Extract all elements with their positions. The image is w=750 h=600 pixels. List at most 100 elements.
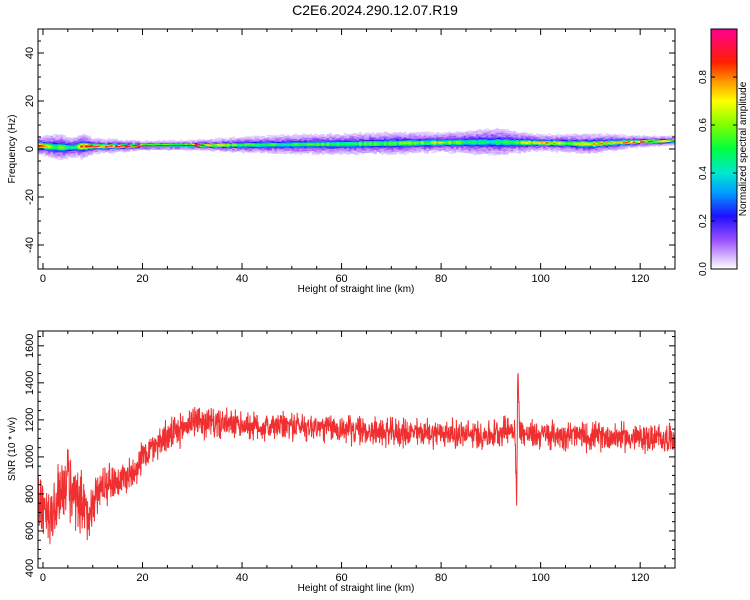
heatmap-cell xyxy=(87,142,91,145)
heatmap-cell xyxy=(530,135,534,138)
heatmap-cell xyxy=(630,138,634,140)
heatmap-cell xyxy=(483,147,487,150)
heatmap-cell xyxy=(311,148,315,150)
heatmap-cell xyxy=(463,138,467,140)
heatmap-cell xyxy=(597,149,601,151)
heatmap-cell xyxy=(555,136,559,139)
heatmap-cell xyxy=(354,138,357,140)
heatmap-cell xyxy=(159,147,163,149)
heatmap-cell xyxy=(560,135,564,138)
heatmap-cell xyxy=(605,134,609,137)
heatmap-cell xyxy=(50,140,54,143)
heatmap-cell xyxy=(376,137,380,139)
heatmap-cell xyxy=(276,151,280,153)
heatmap-cell xyxy=(117,149,121,151)
heatmap-cell xyxy=(192,144,196,147)
heatmap-cell xyxy=(100,140,104,142)
heatmap-cell xyxy=(428,142,432,144)
heatmap-cell xyxy=(465,142,469,144)
heatmap-cell xyxy=(50,141,54,144)
heatmap-cell xyxy=(85,136,89,139)
heatmap-cell xyxy=(289,139,293,142)
heatmap-cell xyxy=(461,137,464,140)
heatmap-cell xyxy=(523,141,527,144)
heatmap-cell xyxy=(40,137,44,139)
heatmap-cell xyxy=(378,136,382,138)
heatmap-cell xyxy=(92,151,96,154)
heatmap-cell xyxy=(642,137,646,139)
heatmap-cell xyxy=(607,137,611,140)
heatmap-cell xyxy=(622,134,626,137)
heatmap-cell xyxy=(448,131,452,134)
heatmap-cell xyxy=(184,149,188,151)
heatmap-cell xyxy=(406,149,410,152)
heatmap-cell xyxy=(339,139,342,141)
heatmap-cell xyxy=(396,134,400,137)
heatmap-cell xyxy=(500,150,504,153)
heatmap-cell xyxy=(386,133,390,136)
heatmap-cell xyxy=(426,145,430,148)
heatmap-cell xyxy=(558,144,561,146)
heatmap-cell xyxy=(458,144,462,147)
heatmap-cell xyxy=(428,143,432,145)
heatmap-cell xyxy=(321,134,325,136)
heatmap-cell xyxy=(249,137,253,140)
heatmap-cell xyxy=(510,140,514,143)
heatmap-cell xyxy=(600,133,604,135)
heatmap-cell xyxy=(520,136,524,138)
heatmap-cell xyxy=(398,147,402,150)
heatmap-cell xyxy=(45,143,49,145)
heatmap-cell xyxy=(650,140,654,143)
heatmap-cell xyxy=(40,144,44,147)
heatmap-cell xyxy=(125,145,128,148)
heatmap-cell xyxy=(334,134,337,136)
heatmap-cell xyxy=(475,146,479,149)
heatmap-cell xyxy=(354,136,357,139)
heatmap-cell xyxy=(329,134,333,136)
heatmap-cell xyxy=(167,142,171,144)
heatmap-cell xyxy=(470,141,474,144)
heatmap-cell xyxy=(207,142,211,145)
heatmap-cell xyxy=(642,139,646,142)
heatmap-cell xyxy=(85,150,89,153)
snr-y-axis-label: SNR (10 * v/v) xyxy=(7,417,18,481)
heatmap-cell xyxy=(344,151,347,153)
heatmap-cell xyxy=(344,136,347,139)
heatmap-cell xyxy=(645,136,649,138)
heatmap-cell xyxy=(45,139,49,142)
heatmap-cell xyxy=(361,148,365,151)
heatmap-cell xyxy=(182,140,186,143)
heatmap-cell xyxy=(132,146,136,148)
heatmap-cell xyxy=(660,144,663,147)
heatmap-cell xyxy=(495,138,499,141)
heatmap-cell xyxy=(475,151,479,154)
heatmap-cell xyxy=(187,140,191,143)
heatmap-cell xyxy=(75,144,79,146)
heatmap-cell xyxy=(52,149,56,152)
heatmap-cell xyxy=(286,140,290,143)
heatmap-cell xyxy=(42,148,46,151)
heatmap-cell xyxy=(259,145,263,148)
heatmap-cell xyxy=(513,131,517,134)
heatmap-cell xyxy=(465,134,469,137)
heatmap-cell xyxy=(202,143,206,145)
heatmap-cell xyxy=(145,146,148,148)
heatmap-cell xyxy=(510,145,514,148)
heatmap-cell xyxy=(279,151,283,153)
heatmap-cell xyxy=(110,140,114,142)
heatmap-cell xyxy=(47,148,51,151)
heatmap-cell xyxy=(331,152,335,154)
heatmap-cell xyxy=(662,139,666,142)
heatmap-cell xyxy=(590,137,594,140)
heatmap-cell xyxy=(120,149,123,152)
heatmap-cell xyxy=(177,145,181,148)
heatmap-cell xyxy=(612,141,616,143)
heatmap-cell xyxy=(336,136,340,139)
heatmap-cell xyxy=(354,147,357,150)
heatmap-cell xyxy=(453,139,457,141)
heatmap-cell xyxy=(401,146,405,148)
heatmap-cell xyxy=(57,136,61,139)
heatmap-cell xyxy=(209,145,213,147)
heatmap-cell xyxy=(587,150,591,153)
heatmap-cell xyxy=(279,147,283,150)
